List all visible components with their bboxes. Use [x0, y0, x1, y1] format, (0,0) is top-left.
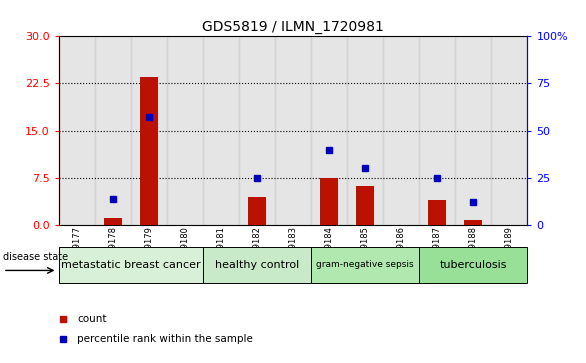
Bar — [104, 217, 122, 225]
Text: metastatic breast cancer: metastatic breast cancer — [61, 260, 200, 270]
Title: GDS5819 / ILMN_1720981: GDS5819 / ILMN_1720981 — [202, 20, 384, 34]
Text: disease state: disease state — [3, 252, 68, 262]
Text: count: count — [77, 314, 107, 324]
Bar — [311, 247, 419, 283]
Bar — [464, 220, 482, 225]
Bar — [491, 36, 527, 225]
Bar — [139, 77, 158, 225]
Text: tuberculosis: tuberculosis — [440, 260, 507, 270]
Bar — [356, 186, 374, 225]
Bar — [203, 36, 239, 225]
Bar — [275, 36, 311, 225]
Text: percentile rank within the sample: percentile rank within the sample — [77, 334, 253, 344]
Bar — [320, 178, 338, 225]
Bar — [131, 36, 167, 225]
Bar — [248, 197, 266, 225]
Text: healthy control: healthy control — [215, 260, 299, 270]
Bar — [59, 247, 203, 283]
Bar — [383, 36, 419, 225]
Text: gram-negative sepsis: gram-negative sepsis — [316, 261, 414, 269]
Bar — [59, 36, 95, 225]
Bar — [347, 36, 383, 225]
Bar — [455, 36, 491, 225]
Bar — [95, 36, 131, 225]
Bar — [419, 247, 527, 283]
Bar — [311, 36, 347, 225]
Bar — [203, 247, 311, 283]
Bar — [239, 36, 275, 225]
Bar — [167, 36, 203, 225]
Bar — [419, 36, 455, 225]
Bar — [428, 200, 447, 225]
